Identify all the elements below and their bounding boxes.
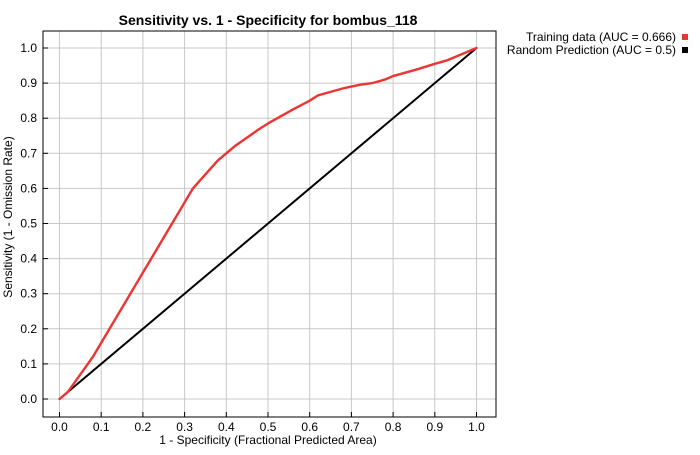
legend-label-1: Random Prediction (AUC = 0.5) — [507, 43, 676, 57]
y-tick-label: 0.0 — [20, 392, 37, 406]
y-tick-label: 0.2 — [20, 322, 37, 336]
y-axis-title: Sensitivity (1 - Omission Rate) — [1, 136, 15, 297]
y-tick-label: 0.4 — [20, 252, 37, 266]
x-tick-label: 0.1 — [93, 420, 110, 434]
series-line-1 — [58, 47, 478, 400]
x-tick-label: 0.6 — [301, 420, 318, 434]
legend-swatch-1 — [682, 47, 688, 53]
grid-layer — [43, 31, 496, 417]
x-tick-label: 1.0 — [468, 420, 485, 434]
x-tick-label: 0.2 — [135, 420, 152, 434]
y-tick-label: 0.5 — [20, 217, 37, 231]
x-tick-label: 0.8 — [385, 420, 402, 434]
x-tick-label: 0.4 — [218, 420, 235, 434]
y-tick-label: 0.9 — [20, 76, 37, 90]
legend: Training data (AUC = 0.666)Random Predic… — [507, 30, 688, 57]
axis-layer: 0.0 0.1 0.2 0.3 0.4 0.5 0.6 0.7 0.8 0.9 1.0 0.0 0.1 0… — [20, 30, 497, 434]
x-tick-label: 0.9 — [426, 420, 443, 434]
y-tick-label: 0.8 — [20, 111, 37, 125]
x-axis-title: 1 - Specificity (Fractional Predicted Ar… — [159, 433, 376, 447]
series-layer — [58, 46, 478, 401]
legend-label-0: Training data (AUC = 0.666) — [526, 30, 676, 44]
x-tick-label: 0.5 — [260, 420, 277, 434]
series-line-0 — [58, 46, 478, 401]
y-tick-label: 0.3 — [20, 287, 37, 301]
y-tick-label: 0.6 — [20, 181, 37, 195]
y-tick-label: 0.7 — [20, 146, 37, 160]
legend-swatch-0 — [682, 34, 688, 40]
y-tick-label: 1.0 — [20, 41, 37, 55]
chart-title: Sensitivity vs. 1 - Specificity for bomb… — [119, 12, 418, 28]
x-tick-label: 0.3 — [176, 420, 193, 434]
y-tick-label: 0.1 — [20, 357, 37, 371]
x-tick-label: 0.7 — [343, 420, 360, 434]
x-tick-label: 0.0 — [51, 420, 68, 434]
